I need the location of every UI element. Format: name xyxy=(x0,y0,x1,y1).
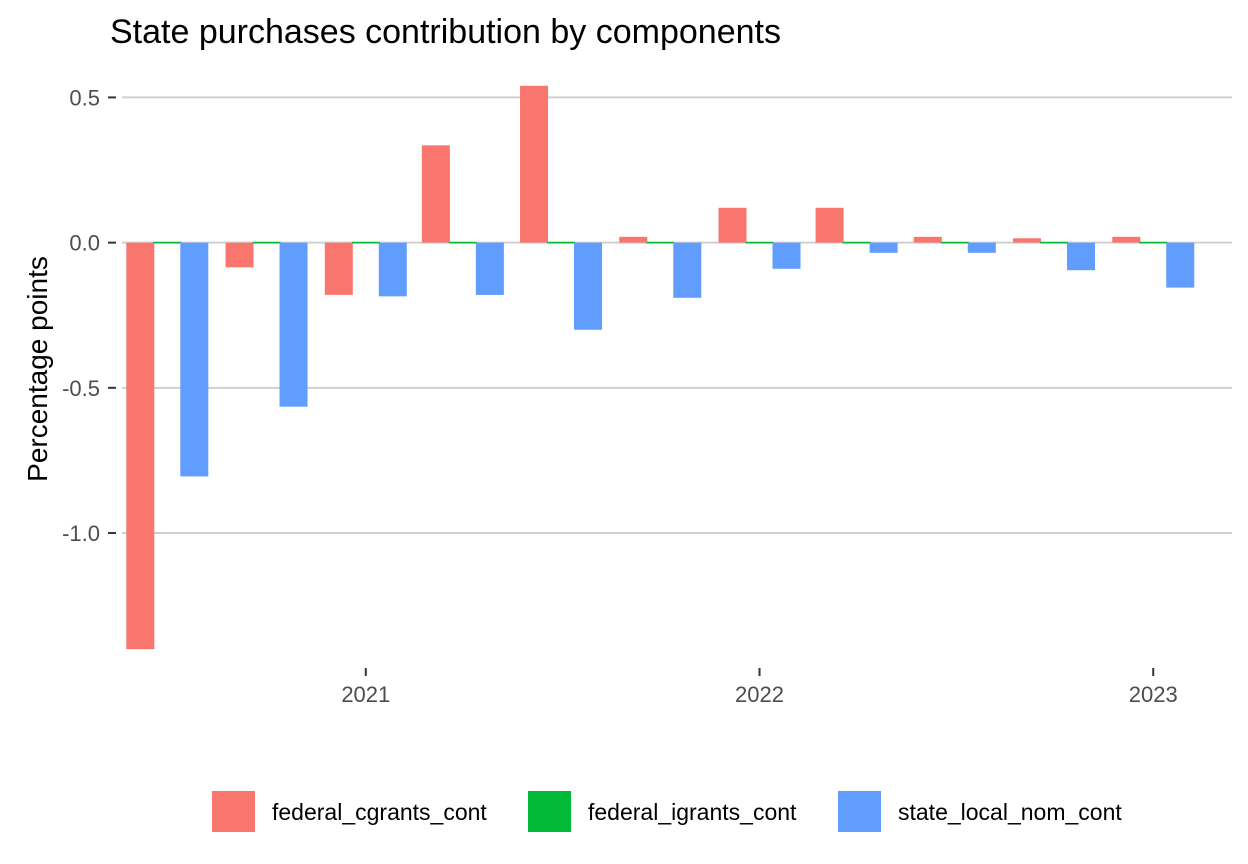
bar-federal_cgrants_cont xyxy=(1112,236,1141,243)
bar-federal_cgrants_cont xyxy=(815,207,844,243)
bar-federal_cgrants_cont xyxy=(225,242,254,268)
y-axis-ticks: 0.5 0.0 -0.5 -1.0 xyxy=(62,85,116,546)
bar-federal_igrants_cont xyxy=(448,241,477,244)
bar-state_local_nom_cont xyxy=(869,242,898,253)
bar-federal_cgrants_cont xyxy=(913,236,942,243)
bar-federal_igrants_cont xyxy=(940,241,969,244)
y-tick-label: -0.5 xyxy=(62,376,100,401)
x-axis-ticks: 2021 2022 2023 xyxy=(341,668,1178,707)
bar-state_local_nom_cont xyxy=(967,242,996,253)
bar-state_local_nom_cont xyxy=(673,242,702,298)
bars xyxy=(126,85,1195,650)
bar-federal_igrants_cont xyxy=(1040,241,1069,244)
bar-state_local_nom_cont xyxy=(180,242,209,477)
legend: federal_cgrants_cont federal_igrants_cont… xyxy=(212,791,1122,832)
legend-label-federal_igrants_cont: federal_igrants_cont xyxy=(588,799,797,825)
bar-state_local_nom_cont xyxy=(378,242,407,297)
y-tick-label: -1.0 xyxy=(62,521,100,546)
bar-federal_igrants_cont xyxy=(351,241,380,244)
bar-federal_cgrants_cont xyxy=(619,236,648,243)
bar-state_local_nom_cont xyxy=(1067,242,1096,271)
bar-state_local_nom_cont xyxy=(279,242,308,407)
bar-federal_cgrants_cont xyxy=(520,85,549,243)
x-tick-label: 2021 xyxy=(341,682,390,707)
bar-state_local_nom_cont xyxy=(475,242,504,295)
legend-key-federal_igrants_cont xyxy=(528,791,571,832)
bar-federal_cgrants_cont xyxy=(421,145,450,243)
bar-federal_cgrants_cont xyxy=(718,207,747,243)
bar-federal_igrants_cont xyxy=(547,241,576,244)
bar-federal_cgrants_cont xyxy=(1013,238,1042,243)
chart-title: State purchases contribution by componen… xyxy=(110,13,781,51)
y-axis-label: Percentage points xyxy=(22,256,53,482)
y-tick-label: 0.0 xyxy=(69,231,100,256)
bar-federal_igrants_cont xyxy=(745,241,774,244)
bar-federal_igrants_cont xyxy=(1139,241,1168,244)
bar-federal_igrants_cont xyxy=(153,241,182,244)
bar-state_local_nom_cont xyxy=(574,242,603,330)
legend-key-federal_cgrants_cont xyxy=(212,791,255,832)
legend-label-state_local_nom_cont: state_local_nom_cont xyxy=(898,799,1122,825)
bar-federal_igrants_cont xyxy=(646,241,675,244)
bar-state_local_nom_cont xyxy=(772,242,801,269)
x-tick-label: 2023 xyxy=(1129,682,1178,707)
bar-federal_igrants_cont xyxy=(252,241,281,244)
bar-federal_cgrants_cont xyxy=(324,242,353,295)
y-tick-label: 0.5 xyxy=(69,85,100,110)
legend-key-state_local_nom_cont xyxy=(838,791,881,832)
bar-federal_cgrants_cont xyxy=(126,242,155,650)
legend-label-federal_cgrants_cont: federal_cgrants_cont xyxy=(272,799,487,825)
x-tick-label: 2022 xyxy=(735,682,784,707)
bar-state_local_nom_cont xyxy=(1166,242,1195,288)
bar-federal_igrants_cont xyxy=(842,241,871,244)
